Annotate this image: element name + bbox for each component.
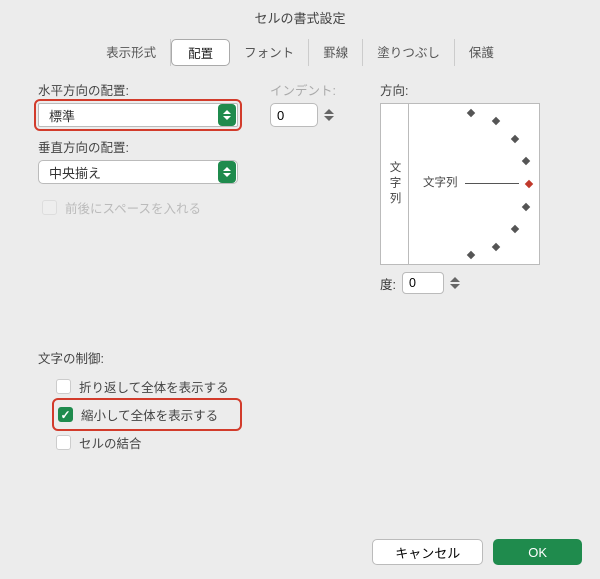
wrap-checkbox[interactable]: [56, 379, 71, 394]
orientation-diamond: [467, 109, 475, 117]
select-stepper-icon: [218, 104, 236, 126]
degree-input[interactable]: [402, 272, 444, 294]
chevron-down-icon[interactable]: [450, 284, 460, 289]
shrink-label: 縮小して全体を表示する: [81, 405, 218, 424]
v-align-label: 垂直方向の配置:: [38, 137, 360, 156]
format-cells-dialog: セルの書式設定 表示形式 配置 フォント 罫線 塗りつぶし 保護 水平方向の配置…: [0, 0, 600, 579]
orientation-diamond: [511, 135, 519, 143]
orientation-line: [465, 183, 519, 184]
tab-fill[interactable]: 塗りつぶし: [363, 39, 455, 66]
space-checkbox: [42, 200, 57, 215]
h-align-label: 水平方向の配置:: [38, 80, 246, 99]
orientation-diamond: [492, 117, 500, 125]
orientation-diamond-active: [525, 180, 533, 188]
degree-stepper[interactable]: [402, 271, 464, 295]
h-align-select[interactable]: 標準: [38, 103, 238, 127]
text-control-heading: 文字の制御:: [38, 348, 558, 367]
orientation-dial[interactable]: 文字列: [413, 104, 539, 264]
chevron-up-icon[interactable]: [450, 277, 460, 282]
degree-stepper-arrows[interactable]: [450, 271, 464, 295]
v-align-value: 中央揃え: [49, 163, 101, 182]
shrink-checkbox[interactable]: [58, 407, 73, 422]
orientation-control[interactable]: 文字列 文字列: [380, 103, 540, 265]
indent-stepper[interactable]: [270, 103, 360, 127]
h-align-value: 標準: [49, 106, 75, 125]
indent-stepper-arrows[interactable]: [324, 103, 338, 127]
text-control-section: 文字の制御: 折り返して全体を表示する 縮小して全体を表示する セルの結合: [38, 348, 558, 458]
merge-label: セルの結合: [79, 433, 142, 452]
alignment-column: 水平方向の配置: 標準 インデント:: [38, 80, 360, 295]
tab-border[interactable]: 罫線: [309, 39, 363, 66]
orientation-diamond: [492, 243, 500, 251]
tab-alignment[interactable]: 配置: [171, 39, 230, 66]
ok-button[interactable]: OK: [493, 539, 582, 565]
cancel-button[interactable]: キャンセル: [372, 539, 483, 565]
merge-checkbox[interactable]: [56, 435, 71, 450]
orientation-diamond: [522, 157, 530, 165]
tab-font[interactable]: フォント: [230, 39, 309, 66]
degree-label: 度:: [380, 274, 396, 293]
chevron-down-icon[interactable]: [324, 116, 334, 121]
orientation-diamond: [511, 225, 519, 233]
indent-label: インデント:: [270, 80, 360, 99]
tab-number[interactable]: 表示形式: [92, 39, 171, 66]
orientation-diamond: [522, 203, 530, 211]
orientation-column: 方向: 文字列 文字列: [380, 80, 570, 295]
orientation-vertical-button[interactable]: 文字列: [381, 104, 409, 264]
tab-bar: 表示形式 配置 フォント 罫線 塗りつぶし 保護: [0, 33, 600, 76]
space-label: 前後にスペースを入れる: [65, 198, 201, 217]
indent-input[interactable]: [270, 103, 318, 127]
chevron-up-icon[interactable]: [324, 109, 334, 114]
wrap-label: 折り返して全体を表示する: [79, 377, 229, 396]
orientation-label: 方向:: [380, 80, 570, 99]
select-stepper-icon: [218, 161, 236, 183]
orientation-dial-text: 文字列: [423, 174, 458, 190]
orientation-vertical-text: 文字列: [387, 161, 403, 208]
orientation-diamond: [467, 251, 475, 259]
tab-protection[interactable]: 保護: [455, 39, 508, 66]
content-area: 水平方向の配置: 標準 インデント:: [0, 76, 600, 295]
v-align-select[interactable]: 中央揃え: [38, 160, 238, 184]
dialog-title: セルの書式設定: [0, 0, 600, 33]
dialog-footer: キャンセル OK: [372, 539, 582, 565]
